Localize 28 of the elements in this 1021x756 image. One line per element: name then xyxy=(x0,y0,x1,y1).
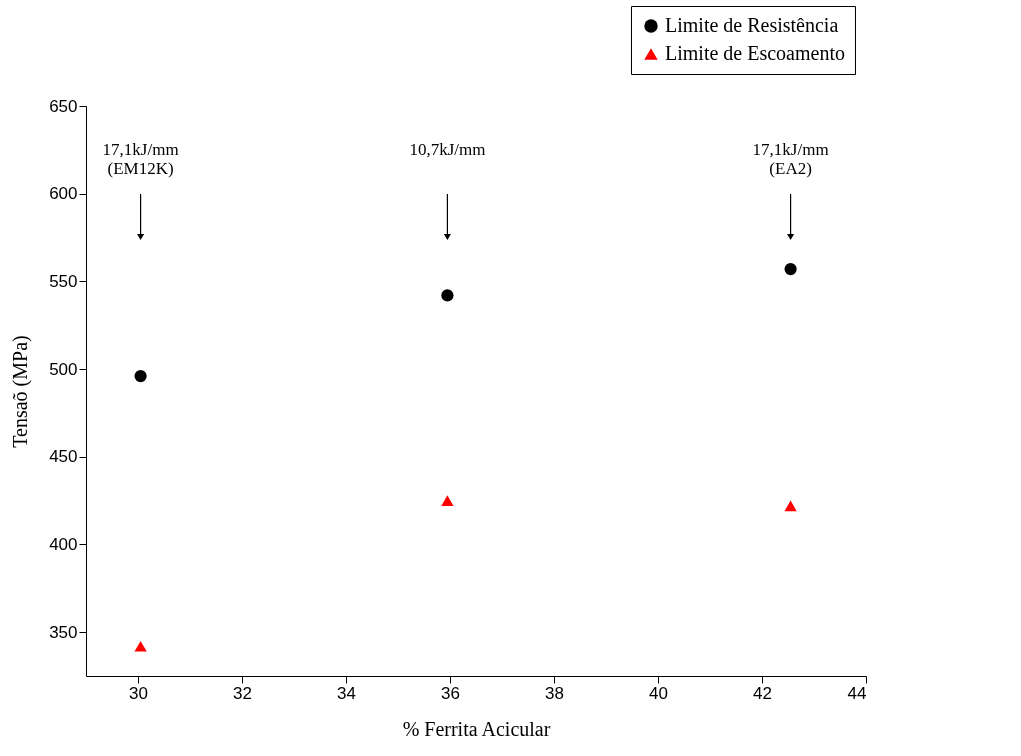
annotation: 10,7kJ/mm xyxy=(409,140,486,159)
x-tick-label: 44 xyxy=(847,683,867,703)
point xyxy=(134,369,147,383)
y-tick-label: 500 xyxy=(49,359,78,379)
annotation: 17,1kJ/mm (EM12K) xyxy=(102,140,179,178)
y-tick-label: 650 xyxy=(49,96,78,116)
point xyxy=(784,500,797,512)
y-tick-label: 550 xyxy=(49,271,78,291)
x-tick-label: 42 xyxy=(753,683,772,703)
y-tick-label: 350 xyxy=(49,622,78,642)
y-axis-title: Tensaõ (MPa) xyxy=(9,335,33,448)
point xyxy=(784,263,797,276)
x-tick-label: 38 xyxy=(545,683,564,703)
x-tick-label: 40 xyxy=(649,683,668,703)
x-axis-title: % Ferrita Acicular xyxy=(402,717,551,740)
point xyxy=(441,495,454,506)
annotation: 17,1kJ/mm (EA2) xyxy=(752,140,829,178)
x-tick-label: 36 xyxy=(441,683,460,703)
point xyxy=(134,640,147,652)
x-tick-label: 32 xyxy=(233,683,252,703)
y-tick-label: 600 xyxy=(49,184,78,204)
x-tick-label: 30 xyxy=(129,683,148,703)
x-tick-label: 34 xyxy=(337,683,356,703)
y-tick-label: 400 xyxy=(49,534,78,554)
legend-label: Limite de Resistência xyxy=(665,14,839,36)
point xyxy=(441,289,454,302)
y-tick-label: 450 xyxy=(49,447,78,467)
legend-label: Limite de Escoamento xyxy=(665,42,845,64)
